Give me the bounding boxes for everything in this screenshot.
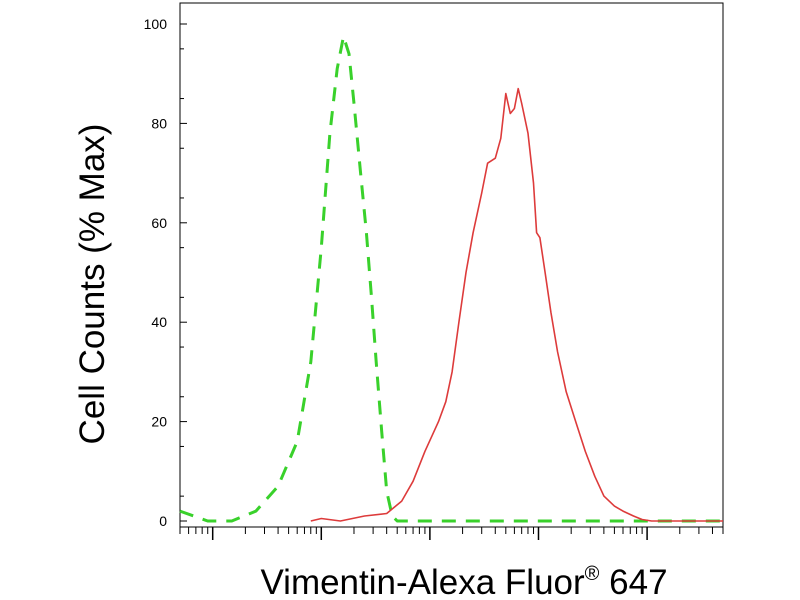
y-tick-label-20: 20 (151, 414, 167, 430)
y-tick-label-0: 0 (159, 513, 167, 529)
y-tick-label-80: 80 (151, 115, 167, 131)
x-axis-title-registered-mark: ® (585, 563, 600, 585)
series-layer (179, 34, 723, 523)
x-axis-title: Vimentin-Alexa Fluor® 647 (260, 563, 667, 600)
series-line-0 (179, 34, 723, 523)
x-axis (179, 527, 724, 540)
plot-frame (179, 2, 724, 528)
y-axis: 0 20 40 60 80 100 (144, 16, 187, 529)
x-axis-title-suffix: 647 (599, 563, 667, 600)
x-axis-title-main: Vimentin-Alexa Fluor (260, 563, 585, 600)
series-line-1 (310, 87, 723, 522)
y-axis-title: Cell Counts (% Max) (73, 124, 112, 445)
y-tick-label-100: 100 (144, 16, 168, 32)
y-tick-label-40: 40 (151, 314, 167, 330)
y-tick-label-60: 60 (151, 215, 167, 231)
